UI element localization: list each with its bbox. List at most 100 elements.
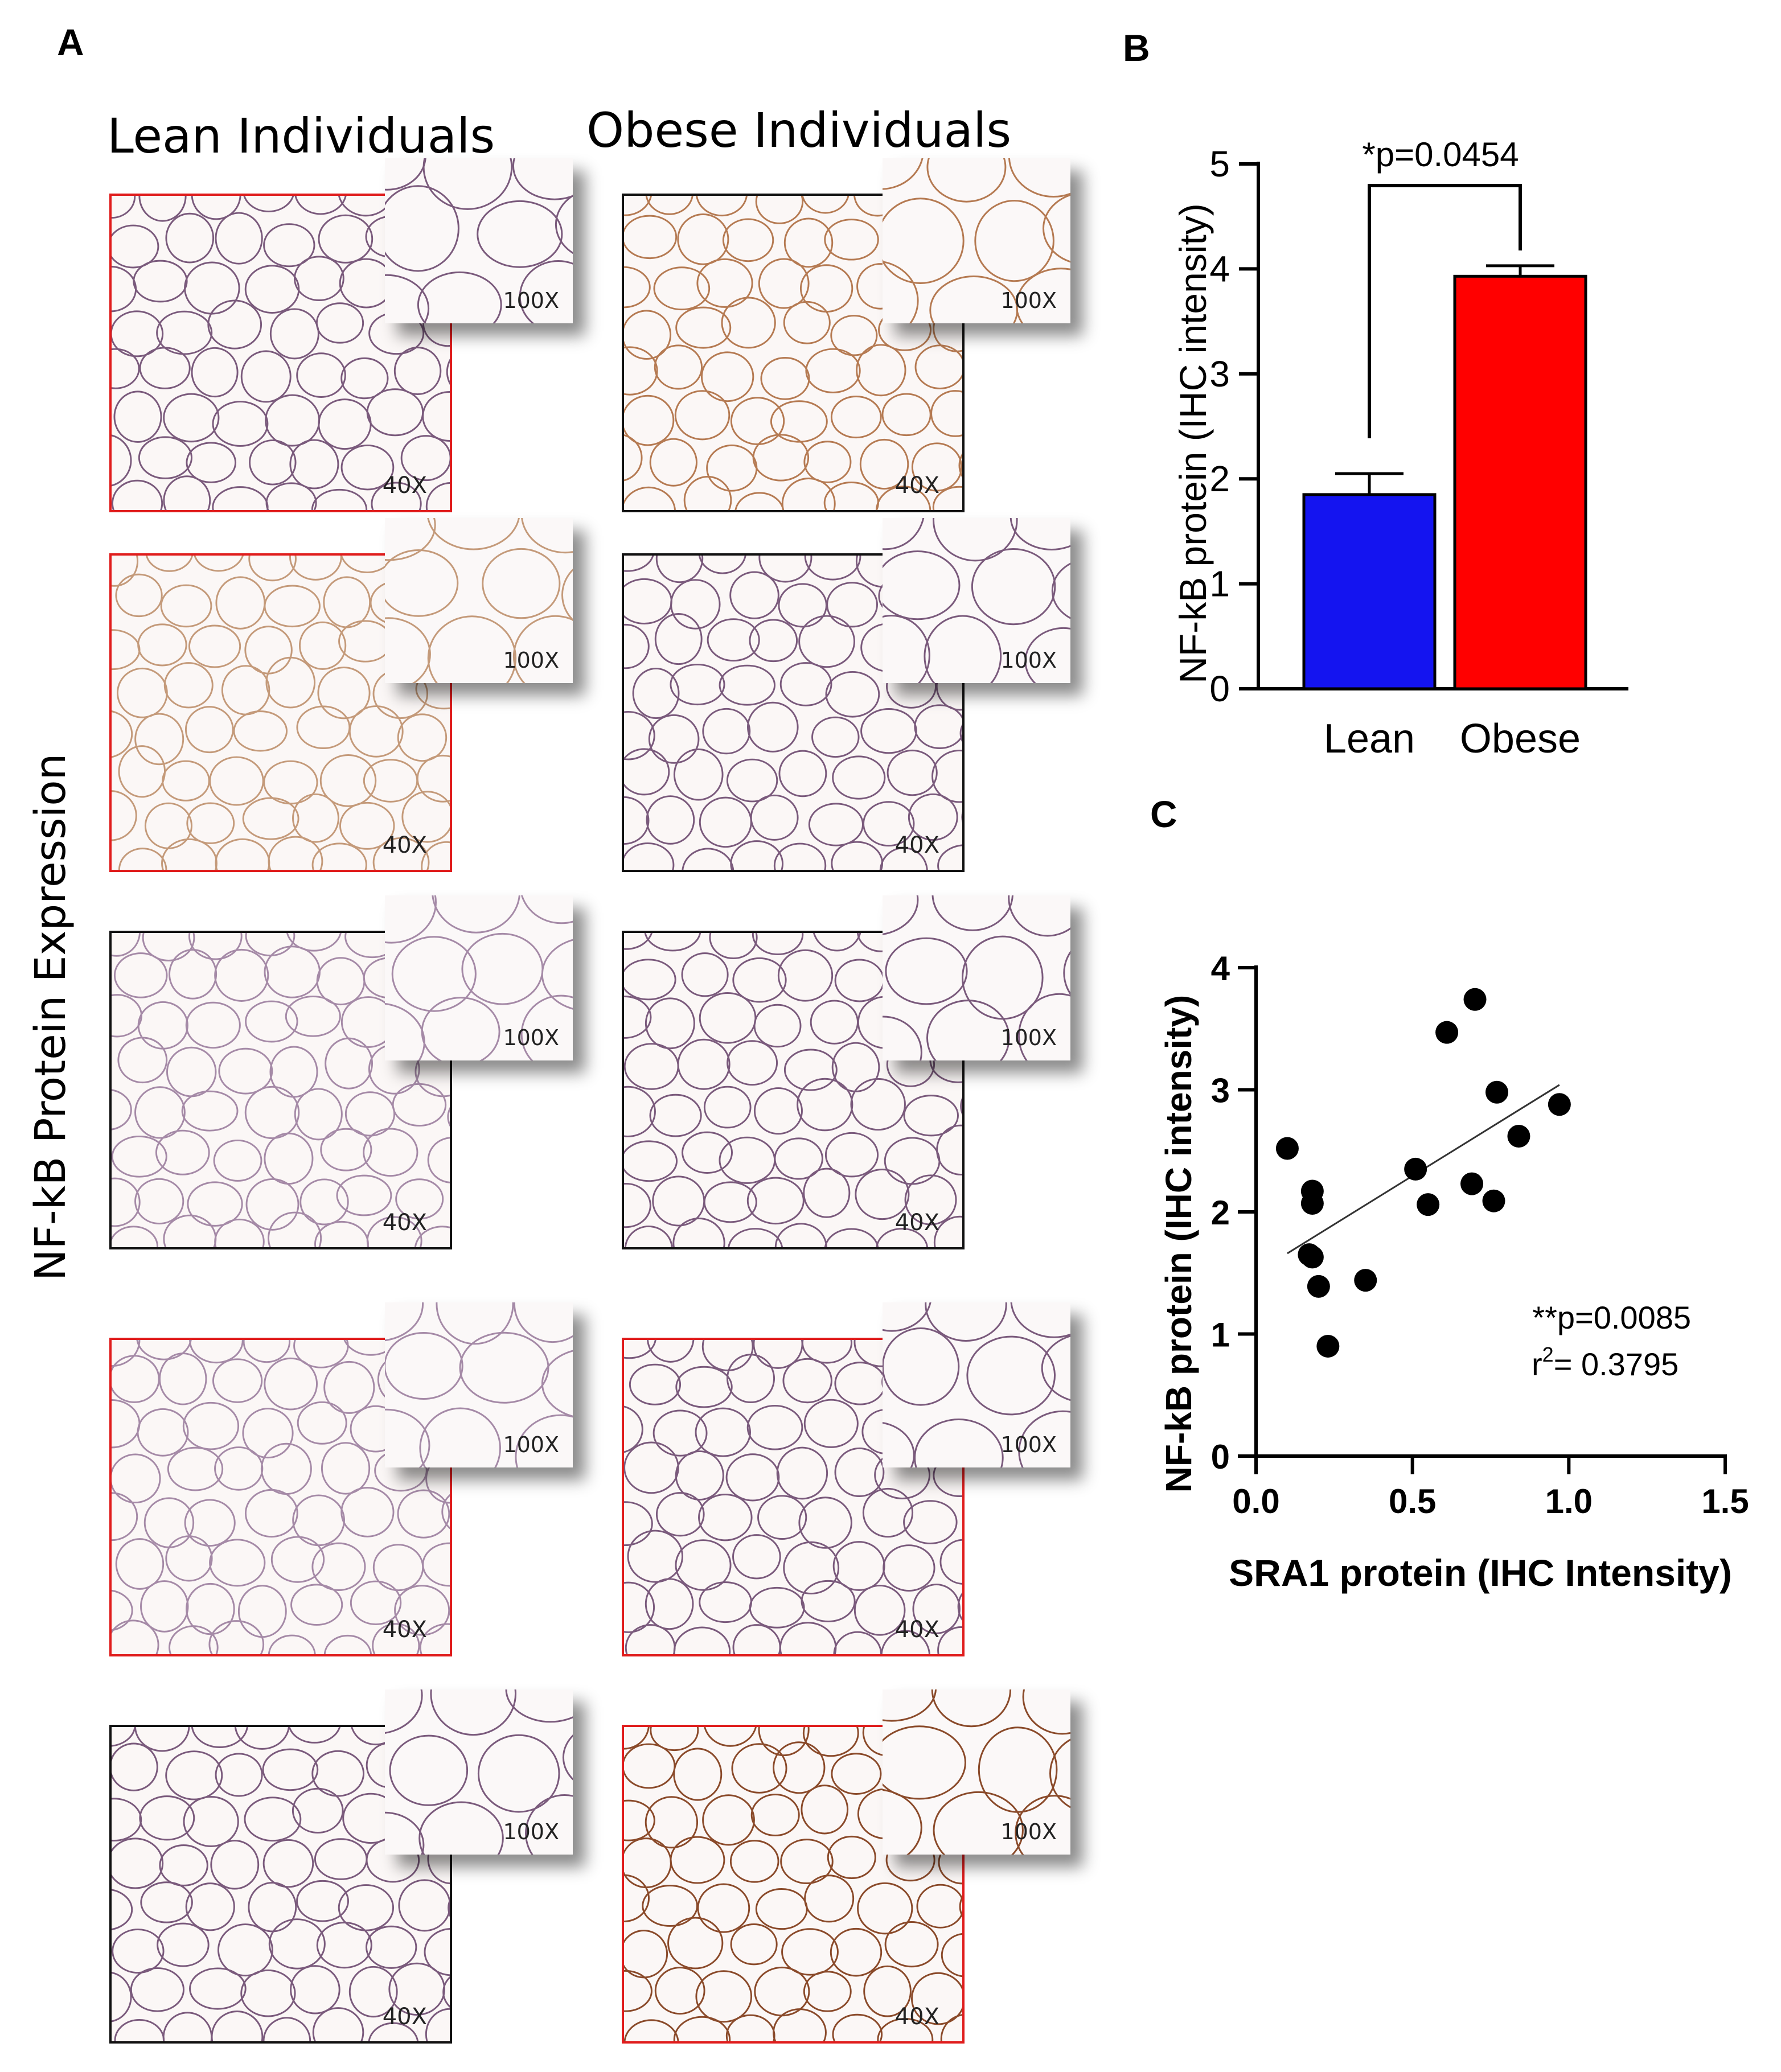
- micrograph-100x-inset: 100X: [883, 1302, 1070, 1467]
- data-point: [1460, 1172, 1484, 1195]
- micrograph-40x: 40X: [109, 194, 452, 512]
- tissue-texture: [385, 158, 573, 323]
- magnification-100x-label: 100X: [503, 1432, 559, 1457]
- magnification-40x-label: 40X: [382, 2004, 427, 2030]
- adipocyte-cells: [385, 518, 573, 683]
- adipocyte-cells: [112, 556, 450, 870]
- y-tick-label: 3: [1209, 353, 1230, 394]
- magnification-100x-label: 100X: [1000, 648, 1057, 673]
- y-tick-label: 3: [1211, 1072, 1230, 1110]
- panel-b-letter: B: [1123, 27, 1150, 69]
- magnification-100x-label: 100X: [1000, 1432, 1057, 1457]
- y-axis-title: NF-kB protein (IHC intensity): [1172, 203, 1214, 684]
- adipocyte-cells: [883, 1689, 1070, 1855]
- magnification-100x-label: 100X: [1000, 288, 1057, 313]
- adipocyte-cells: [883, 895, 1070, 1060]
- data-point: [1485, 1080, 1508, 1104]
- magnification-40x-label: 40X: [894, 832, 939, 858]
- obese-column-heading: Obese Individuals: [586, 102, 1012, 158]
- tissue-texture: [883, 1302, 1070, 1467]
- adipocyte-cells: [385, 158, 573, 323]
- micrograph-100x-inset: 100X: [385, 1689, 573, 1855]
- x-tick-label: 0.5: [1389, 1482, 1436, 1520]
- micrograph-40x: 40X: [622, 553, 965, 872]
- tissue-texture: [624, 556, 962, 870]
- magnification-100x-label: 100X: [1000, 1819, 1057, 1844]
- micrograph-100x-inset: 100X: [883, 518, 1070, 683]
- data-point: [1404, 1157, 1427, 1181]
- adipocyte-cells: [385, 895, 573, 1060]
- data-point: [1463, 988, 1487, 1011]
- x-axis-title: SRA1 protein (IHC Intensity): [1229, 1552, 1732, 1594]
- tissue-texture: [112, 933, 450, 1247]
- magnification-100x-label: 100X: [503, 1025, 559, 1050]
- data-point: [1354, 1269, 1377, 1292]
- data-point: [1417, 1193, 1440, 1216]
- tissue-texture: [385, 895, 573, 1060]
- adipocyte-cells: [385, 1302, 573, 1467]
- data-point: [1298, 1243, 1321, 1267]
- adipocyte-cells: [883, 158, 1070, 323]
- tissue-texture: [385, 1302, 573, 1467]
- magnification-40x-label: 40X: [382, 1210, 427, 1236]
- x-category-label: Lean: [1324, 716, 1415, 762]
- magnification-40x-label: 40X: [382, 472, 427, 499]
- micrograph-100x-inset: 100X: [883, 158, 1070, 323]
- adipocyte-cells: [883, 1302, 1070, 1467]
- magnification-40x-label: 40X: [382, 832, 427, 858]
- x-tick-label: 1.5: [1701, 1482, 1749, 1520]
- magnification-100x-label: 100X: [1000, 1025, 1057, 1050]
- tissue-texture: [624, 196, 962, 510]
- tissue-texture: [883, 158, 1070, 323]
- data-point: [1300, 1245, 1324, 1269]
- data-point: [1307, 1275, 1330, 1298]
- tissue-texture: [883, 1689, 1070, 1855]
- p-value-annotation: **p=0.0085: [1532, 1300, 1691, 1335]
- data-point: [1316, 1334, 1340, 1358]
- y-tick-label: 1: [1211, 1316, 1230, 1354]
- data-point: [1300, 1179, 1324, 1203]
- y-tick-label: 0: [1209, 668, 1230, 709]
- x-tick-label: 0.0: [1232, 1482, 1279, 1520]
- tissue-texture: [385, 1689, 573, 1855]
- bar-chart-panel-b: 0 1 2 3 4 5 Lean Obese *p=0.0454 NF-kB protein (I…: [1172, 135, 1628, 762]
- adipocyte-cells: [624, 196, 962, 510]
- tissue-texture: [883, 895, 1070, 1060]
- tissue-texture: [883, 518, 1070, 683]
- magnification-40x-label: 40X: [894, 472, 939, 499]
- micrograph-40x: 40X: [109, 1338, 452, 1656]
- adipocyte-cells: [883, 518, 1070, 683]
- y-tick-label: 4: [1211, 949, 1230, 988]
- lean-column-heading: Lean Individuals: [107, 108, 495, 164]
- y-tick-label: 2: [1211, 1194, 1230, 1232]
- micrograph-100x-inset: 100X: [883, 1689, 1070, 1855]
- micrograph-100x-inset: 100X: [883, 895, 1070, 1060]
- y-tick-label: 5: [1209, 143, 1230, 184]
- micrograph-100x-inset: 100X: [385, 158, 573, 323]
- bar-obese: [1453, 274, 1587, 690]
- protein-expression-row-label: NF-kB Protein Expression: [26, 753, 75, 1281]
- magnification-40x-label: 40X: [894, 1617, 939, 1643]
- panel-a-letter: A: [57, 21, 84, 63]
- adipocyte-cells: [112, 933, 450, 1247]
- micrograph-100x-inset: 100X: [385, 895, 573, 1060]
- magnification-40x-label: 40X: [894, 1210, 939, 1236]
- y-tick-label: 2: [1209, 458, 1230, 499]
- regression-line: [1287, 1084, 1560, 1255]
- data-point: [1300, 1191, 1324, 1215]
- x-category-label: Obese: [1460, 716, 1581, 762]
- adipocyte-cells: [112, 1727, 450, 2041]
- magnification-100x-label: 100X: [503, 288, 559, 313]
- p-value-annotation: *p=0.0454: [1362, 135, 1519, 174]
- data-point: [1275, 1137, 1299, 1160]
- tissue-texture: [112, 556, 450, 870]
- micrograph-100x-inset: 100X: [385, 518, 573, 683]
- y-tick-label: 1: [1209, 564, 1230, 605]
- data-point: [1482, 1189, 1505, 1212]
- y-tick-label: 4: [1209, 248, 1230, 289]
- x-tick-label: 1.0: [1545, 1482, 1593, 1520]
- tissue-texture: [112, 1727, 450, 2041]
- y-tick-label: 0: [1211, 1438, 1230, 1476]
- adipocyte-cells: [385, 1689, 573, 1855]
- magnification-40x-label: 40X: [382, 1617, 427, 1643]
